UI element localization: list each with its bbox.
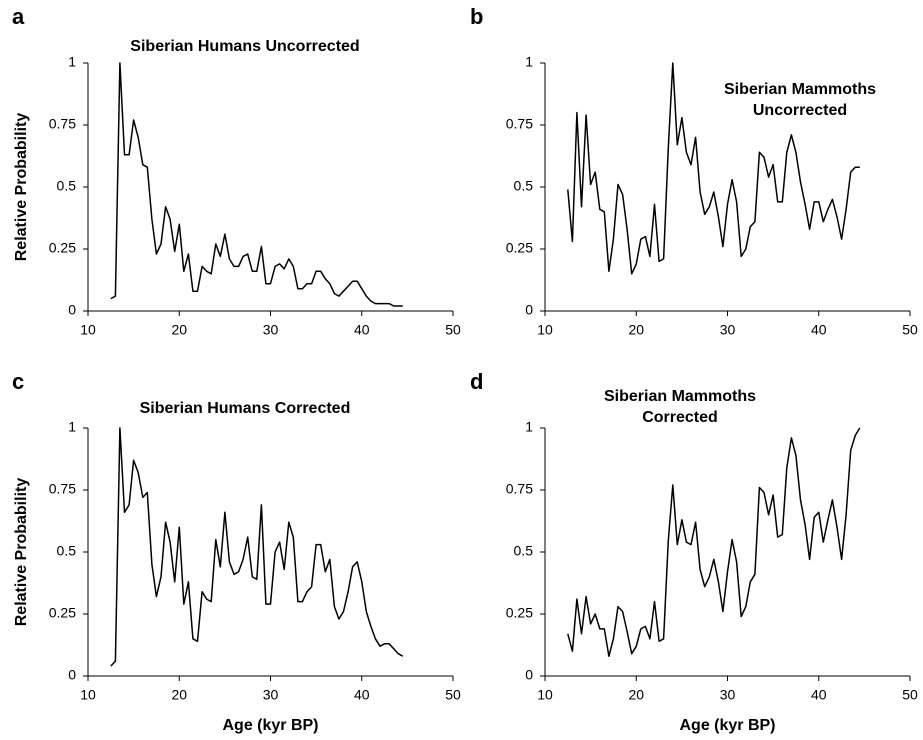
data-line <box>567 427 861 657</box>
x-tick-label: 50 <box>902 322 918 338</box>
x-tick-label: 20 <box>171 322 187 338</box>
x-tick-label: 50 <box>445 322 461 338</box>
title-line: Siberian Mammoths <box>724 81 876 98</box>
x-tick-label: 30 <box>720 687 736 703</box>
x-axis-label: Age (kyr BP) <box>222 717 318 734</box>
x-tick-label: 20 <box>171 687 187 703</box>
x-tick-label: 50 <box>445 687 461 703</box>
y-tick-label: 0.5 <box>514 178 534 194</box>
y-tick-label: 0.75 <box>49 481 76 497</box>
y-tick-label: 0.25 <box>506 240 533 256</box>
y-tick-label: 0.5 <box>57 543 77 559</box>
y-tick-label: 0.75 <box>506 481 533 497</box>
title-line: Uncorrected <box>753 102 847 119</box>
data-line <box>110 427 404 667</box>
y-tick-label: 1 <box>525 54 533 70</box>
panel-letter: a <box>12 4 25 29</box>
data-line <box>567 62 860 275</box>
y-tick-label: 0 <box>68 667 76 683</box>
y-tick-label: 0.25 <box>506 605 533 621</box>
y-tick-label: 1 <box>525 419 533 435</box>
x-tick-label: 10 <box>537 322 553 338</box>
panel-title: Siberian Humans Corrected <box>140 400 351 417</box>
y-tick-label: 0.75 <box>49 116 76 132</box>
x-tick-label: 40 <box>811 322 827 338</box>
panel-letter: d <box>470 369 483 394</box>
data-line <box>110 62 403 307</box>
panel-letter: b <box>470 4 483 29</box>
panel-title: Siberian Humans Uncorrected <box>130 38 359 55</box>
panel-title: Siberian Mammoths Uncorrected <box>724 81 876 119</box>
y-tick-label: 1 <box>68 54 76 70</box>
title-line: Siberian Mammoths <box>604 388 756 405</box>
panel-title: Siberian Mammoths Corrected <box>604 388 756 426</box>
panel-letter: c <box>12 369 24 394</box>
y-tick-label: 0 <box>68 302 76 318</box>
x-axis-label: Age (kyr BP) <box>679 717 775 734</box>
y-tick-label: 0.25 <box>49 240 76 256</box>
x-tick-label: 20 <box>628 687 644 703</box>
y-tick-label: 0 <box>525 302 533 318</box>
title-line: Corrected <box>642 409 718 426</box>
x-tick-label: 10 <box>80 687 96 703</box>
y-tick-label: 1 <box>68 419 76 435</box>
x-tick-label: 20 <box>628 322 644 338</box>
x-tick-label: 30 <box>720 322 736 338</box>
y-axis-label: Relative Probability <box>13 113 30 262</box>
x-tick-label: 30 <box>263 322 279 338</box>
x-tick-label: 40 <box>354 322 370 338</box>
y-axis-label: Relative Probability <box>13 478 30 627</box>
x-tick-label: 10 <box>80 322 96 338</box>
y-tick-label: 0.75 <box>506 116 533 132</box>
x-tick-label: 40 <box>354 687 370 703</box>
x-tick-label: 40 <box>811 687 827 703</box>
x-tick-label: 10 <box>537 687 553 703</box>
y-tick-label: 0.5 <box>57 178 77 194</box>
y-tick-label: 0.5 <box>514 543 534 559</box>
y-tick-label: 0.25 <box>49 605 76 621</box>
x-tick-label: 30 <box>263 687 279 703</box>
y-tick-label: 0 <box>525 667 533 683</box>
x-tick-label: 50 <box>902 687 918 703</box>
